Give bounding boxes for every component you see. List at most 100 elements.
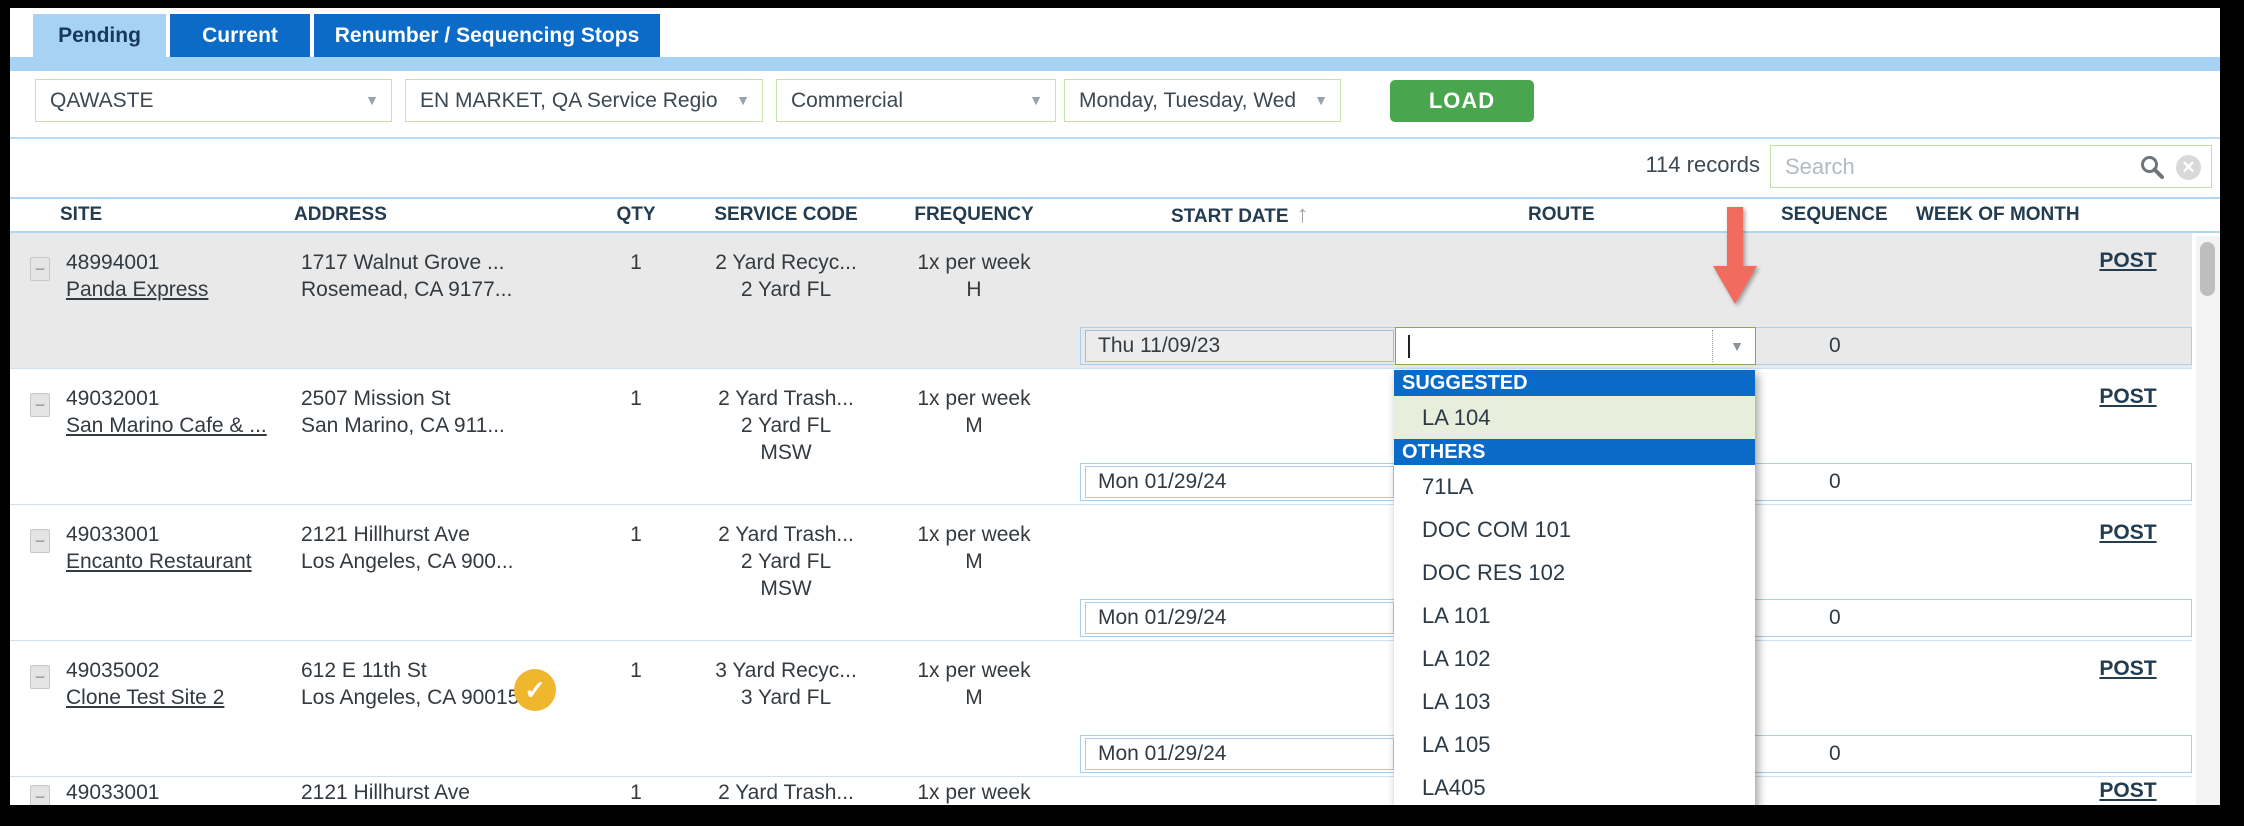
collapse-minus-icon: − (34, 258, 46, 279)
col-header-frequency[interactable]: FREQUENCY (914, 204, 1034, 225)
table-row: − 48994001 Panda Express 1717 Walnut Grov… (10, 233, 2192, 369)
route-option[interactable]: LA 104 (1394, 396, 1755, 439)
route-option[interactable]: DOC COM 101 (1394, 508, 1755, 551)
table-body: − 48994001 Panda Express 1717 Walnut Grov… (10, 233, 2220, 805)
clear-search-icon[interactable]: ✕ (2176, 155, 2201, 180)
search-box: ✕ (1770, 145, 2212, 188)
route-option[interactable]: DOC RES 102 (1394, 551, 1755, 594)
service-code-line: 3 Yard Recyc... (715, 659, 857, 682)
frequency-line: 1x per week (917, 781, 1031, 804)
days-select[interactable]: Monday, Tuesday, Wedn ▼ (1064, 79, 1341, 122)
address-line: 1717 Walnut Grove ... (301, 251, 505, 274)
records-count: 114 records (1645, 152, 1760, 177)
service-region-value: EN MARKET, QA Service Region 2 (420, 89, 718, 112)
qty-value: 1 (630, 781, 642, 804)
text-cursor (1408, 335, 1410, 358)
address-line: Los Angeles, CA 900... (301, 550, 514, 573)
col-header-week-of-month[interactable]: WEEK OF MONTH (1916, 204, 2080, 225)
service-code-line: 2 Yard Recyc... (715, 251, 857, 274)
sequence-input[interactable]: 0 (1829, 742, 1841, 765)
col-header-address[interactable]: ADDRESS (294, 204, 387, 225)
site-id: 49035002 (66, 659, 160, 682)
col-header-qty[interactable]: QTY (616, 204, 656, 225)
frequency-line: 1x per week (917, 251, 1031, 274)
col-header-sequence[interactable]: SEQUENCE (1781, 204, 1888, 225)
service-region-select[interactable]: EN MARKET, QA Service Region 2 ▼ (405, 79, 763, 122)
qty-value: 1 (630, 387, 642, 410)
row-expander[interactable]: − (30, 529, 50, 553)
route-option[interactable]: LA 102 (1394, 637, 1755, 680)
site-id: 49033001 (66, 523, 160, 546)
address-line: 2507 Mission St (301, 387, 451, 410)
tab-current[interactable]: Current (170, 14, 310, 57)
chevron-down-icon: ▼ (365, 92, 379, 108)
site-name-link[interactable]: San Marino Cafe & ... (66, 414, 267, 437)
post-link[interactable]: POST (2099, 657, 2157, 680)
address-line: 2121 Hillhurst Ave (301, 781, 470, 804)
row-expander[interactable]: − (30, 257, 50, 281)
division-value: QAWASTE (50, 89, 154, 112)
route-option[interactable]: LA 103 (1394, 680, 1755, 723)
site-id: 49032001 (66, 387, 160, 410)
dropdown-group-suggested: SUGGESTED (1394, 370, 1755, 396)
chevron-down-icon: ▼ (1314, 92, 1328, 108)
load-button[interactable]: LOAD (1390, 80, 1534, 122)
start-date-input[interactable]: Mon 01/29/24 (1085, 602, 1394, 634)
post-link[interactable]: POST (2099, 779, 2157, 802)
frequency-line: M (965, 686, 983, 709)
site-name-link[interactable]: Panda Express (66, 278, 209, 301)
start-date-input[interactable]: Thu 11/09/23 (1085, 330, 1394, 362)
chevron-down-icon: ▼ (736, 92, 750, 108)
table-header: SITE ADDRESS QTY SERVICE CODE FREQUENCY … (10, 197, 2220, 233)
service-code-line: MSW (760, 577, 812, 600)
route-option[interactable]: 71LA (1394, 465, 1755, 508)
scrollbar-thumb[interactable] (2200, 242, 2215, 296)
service-code-line: 2 Yard Trash... (718, 387, 854, 410)
qty-value: 1 (630, 251, 642, 274)
post-link[interactable]: POST (2099, 385, 2157, 408)
line-of-business-select[interactable]: Commercial ▼ (776, 79, 1056, 122)
qty-value: 1 (630, 523, 642, 546)
table-row: − 49035002 Clone Test Site 2 612 E 11th S… (10, 641, 2192, 777)
frequency-line: 1x per week (917, 659, 1031, 682)
search-input[interactable] (1771, 146, 2211, 187)
route-dropdown-list: SUGGESTED LA 104 OTHERS 71LA DOC COM 101… (1394, 370, 1755, 805)
post-link[interactable]: POST (2099, 249, 2157, 272)
vertical-scrollbar[interactable] (2196, 236, 2220, 805)
table-row: − 49033001 Encanto Restaurant 2121 Hillhu… (10, 505, 2192, 641)
col-header-route[interactable]: ROUTE (1528, 204, 1595, 225)
route-dropdown-arrow-icon[interactable]: ▼ (1730, 338, 1744, 354)
col-header-service-code[interactable]: SERVICE CODE (714, 204, 858, 225)
tab-renumber-sequencing-stops[interactable]: Renumber / Sequencing Stops (314, 14, 660, 57)
sort-ascending-icon: ↑ (1296, 201, 1309, 228)
route-option[interactable]: LA 105 (1394, 723, 1755, 766)
confirmed-check-badge-icon: ✓ (514, 669, 556, 711)
division-select[interactable]: QAWASTE ▼ (35, 79, 392, 122)
site-name-link[interactable]: Clone Test Site 2 (66, 686, 225, 709)
sequence-input[interactable]: 0 (1829, 606, 1841, 629)
col-header-start-date[interactable]: START DATE ↑ (1171, 199, 1309, 231)
service-code-line: 2 Yard Trash... (718, 781, 854, 804)
site-name-link[interactable]: Encanto Restaurant (66, 550, 252, 573)
post-link[interactable]: POST (2099, 521, 2157, 544)
route-option[interactable]: LA405 (1394, 766, 1755, 805)
row-expander[interactable]: − (30, 393, 50, 417)
frequency-line: 1x per week (917, 387, 1031, 410)
service-code-line: 2 Yard FL (740, 278, 832, 301)
route-combobox[interactable]: ▼ (1395, 327, 1756, 365)
days-value: Monday, Tuesday, Wedn (1079, 89, 1296, 112)
address-line: 612 E 11th St (301, 659, 427, 682)
site-id: 48994001 (66, 251, 160, 274)
search-icon[interactable] (2139, 154, 2165, 180)
sequence-input[interactable]: 0 (1829, 334, 1841, 357)
row-expander[interactable]: − (30, 665, 50, 689)
route-option[interactable]: LA 101 (1394, 594, 1755, 637)
tab-pending[interactable]: Pending (33, 14, 166, 57)
col-header-site[interactable]: SITE (60, 204, 103, 225)
tab-underline-strip (10, 57, 2220, 71)
start-date-input[interactable]: Mon 01/29/24 (1085, 466, 1394, 498)
start-date-input[interactable]: Mon 01/29/24 (1085, 738, 1394, 770)
sequence-input[interactable]: 0 (1829, 470, 1841, 493)
row-expander[interactable]: − (30, 785, 50, 805)
site-id: 49033001 (66, 781, 160, 804)
